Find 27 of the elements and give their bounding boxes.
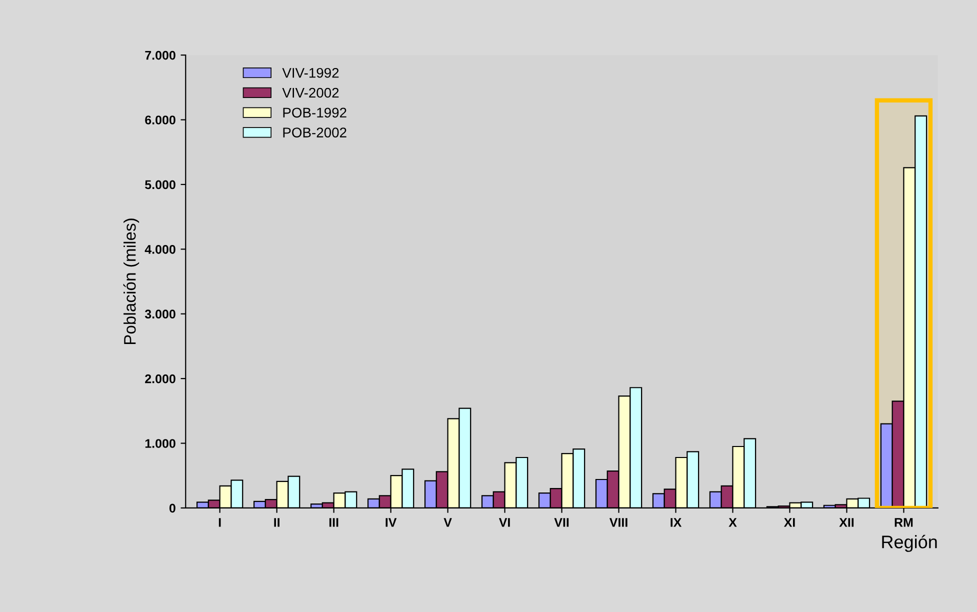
x-tick-label: VII — [554, 518, 569, 527]
y-tick-label: 1.000 — [145, 439, 176, 448]
x-tick-label: VI — [498, 518, 510, 527]
x-tick-label: II — [274, 518, 280, 527]
x-tick-label: IV — [386, 518, 397, 527]
x-tick-label: VIII — [609, 518, 628, 527]
legend-label: POB-2002 — [283, 128, 346, 138]
x-tick-label: IX — [670, 518, 682, 527]
x-tick-label: X — [728, 518, 737, 527]
x-axis-title: Región — [882, 534, 937, 552]
legend-label: POB-1992 — [283, 108, 346, 118]
x-tick-label: XII — [839, 518, 854, 527]
y-tick-label: 4.000 — [144, 244, 176, 254]
y-tick-label: 5.000 — [145, 180, 176, 190]
x-tick-label: XI — [784, 518, 795, 527]
x-tick-label: I — [218, 518, 221, 527]
y-axis-title: Población (miles) — [123, 218, 140, 344]
y-tick-label: 0 — [169, 504, 176, 513]
y-tick-label: 7.000 — [145, 50, 176, 60]
y-tick-label: 2.000 — [145, 374, 176, 384]
y-tick-label: 6.000 — [145, 116, 176, 124]
y-tick-label: 3.000 — [144, 310, 176, 319]
legend-label: VIV-2002 — [282, 88, 339, 98]
legend-label: VIV-1992 — [282, 68, 339, 78]
x-tick-label: RM — [894, 518, 913, 527]
x-tick-label: III — [329, 518, 338, 527]
x-tick-label: V — [444, 518, 452, 527]
